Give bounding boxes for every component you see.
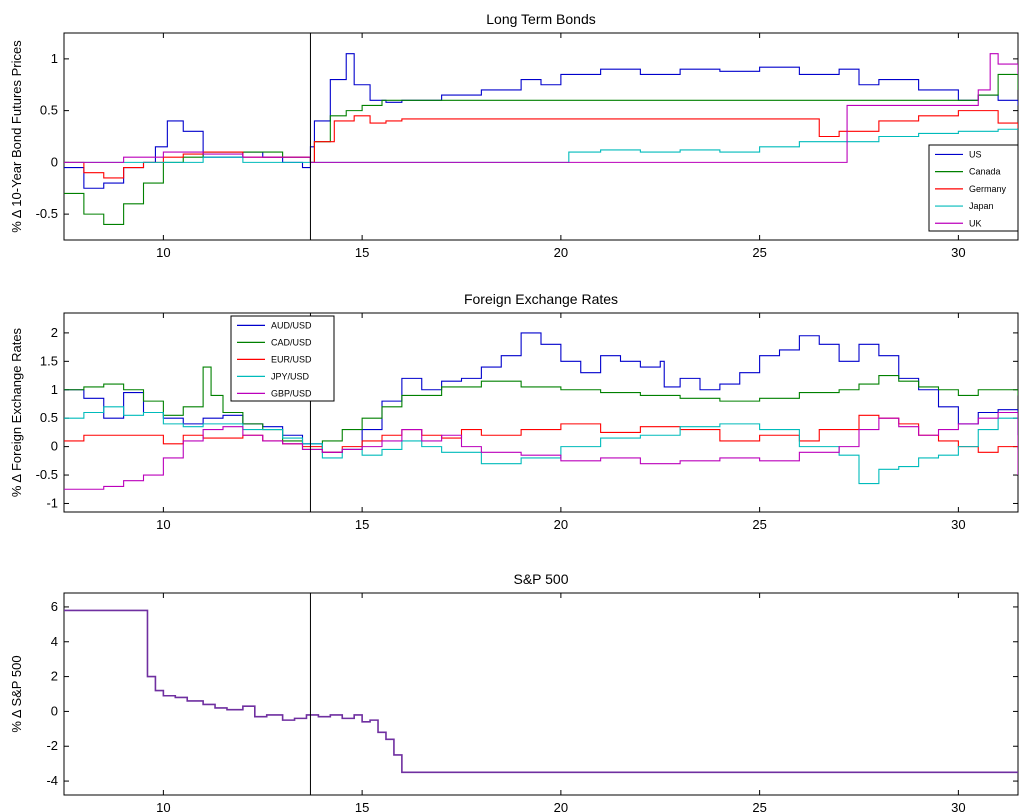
x-tick-label: 20 (554, 245, 568, 260)
series-line-jpy-usd (64, 406, 1018, 485)
y-tick-label: -0.5 (36, 206, 58, 221)
y-tick-label: -0.5 (36, 467, 58, 482)
chart-title: Foreign Exchange Rates (464, 291, 618, 307)
chart-title: S&P 500 (513, 571, 568, 587)
panel-2: Foreign Exchange Rates % Δ Foreign Exchan… (9, 291, 1019, 532)
series-group (64, 53, 1018, 226)
series-group (64, 609, 1018, 774)
legend-box (230, 315, 335, 402)
x-tick-label: 25 (752, 245, 766, 260)
plot-area (63, 32, 1019, 241)
y-tick-label: 2 (51, 325, 58, 340)
x-tick-label: 30 (951, 800, 965, 812)
legend-label: GBP/USD (271, 388, 312, 398)
x-tick-label: 15 (355, 245, 369, 260)
x-tick-label: 30 (951, 245, 965, 260)
y-axis-label: % Δ Foreign Exchange Rates (9, 327, 24, 497)
y-tick-label: 1 (51, 51, 58, 66)
series-line-uk (64, 53, 1018, 163)
y-axis-label: % Δ 10-Year Bond Futures Prices (9, 40, 24, 233)
y-axis-label: % Δ S&P 500 (9, 655, 24, 732)
legend-label: Germany (969, 184, 1007, 194)
x-tick-label: 20 (554, 800, 568, 812)
legend-label: CAD/USD (271, 337, 312, 347)
legend-label: AUD/USD (271, 320, 312, 330)
y-tick-label: 6 (51, 599, 58, 614)
plot-area (63, 592, 1019, 796)
y-tick-label: 4 (51, 634, 58, 649)
panel-3: S&P 500 % Δ S&P 500 10 15 20 25 30 -4 -2 0 2 4 6 (9, 571, 1019, 812)
series-line-aud-usd (64, 332, 1018, 453)
legend-label: JPY/USD (271, 371, 310, 381)
x-tick-label: 10 (156, 517, 170, 532)
y-tick-label: 0 (51, 154, 58, 169)
y-tick-label: 0.5 (40, 410, 58, 425)
series-group (64, 332, 1018, 490)
y-tick-label: 0 (51, 439, 58, 454)
y-tick-label: 1 (51, 382, 58, 397)
series-line-cad-usd (64, 366, 1018, 451)
x-tick-label: 25 (752, 517, 766, 532)
series-line-series-1 (64, 609, 1018, 774)
y-tick-label: -1 (46, 495, 58, 510)
legend-label: EUR/USD (271, 354, 312, 364)
legend-box (928, 144, 1019, 232)
legend-label: Canada (969, 167, 1001, 177)
chart-title: Long Term Bonds (486, 11, 595, 27)
x-tick-label: 30 (951, 517, 965, 532)
series-line-gbp-usd (64, 411, 1018, 490)
y-tick-label: -2 (46, 738, 58, 753)
legend-label: Japan (969, 201, 994, 211)
series-line-us (64, 53, 1018, 189)
legend: AUD/USD CAD/USD EUR/USD JPY/USD GBP/USD (230, 315, 335, 402)
y-tick-label: 2 (51, 669, 58, 684)
panel-1: Long Term Bonds % Δ 10-Year Bond Futures … (9, 11, 1019, 260)
y-tick-label: 0 (51, 703, 58, 718)
x-tick-label: 15 (355, 800, 369, 812)
x-tick-label: 20 (554, 517, 568, 532)
legend-label: US (969, 149, 982, 159)
legend-label: UK (969, 218, 982, 228)
y-tick-label: 0.5 (40, 103, 58, 118)
y-tick-label: 1.5 (40, 353, 58, 368)
x-tick-label: 10 (156, 245, 170, 260)
legend: US Canada Germany Japan UK (928, 144, 1019, 232)
x-tick-label: 25 (752, 800, 766, 812)
y-tick-label: -4 (46, 773, 58, 788)
x-tick-label: 15 (355, 517, 369, 532)
x-tick-label: 10 (156, 800, 170, 812)
